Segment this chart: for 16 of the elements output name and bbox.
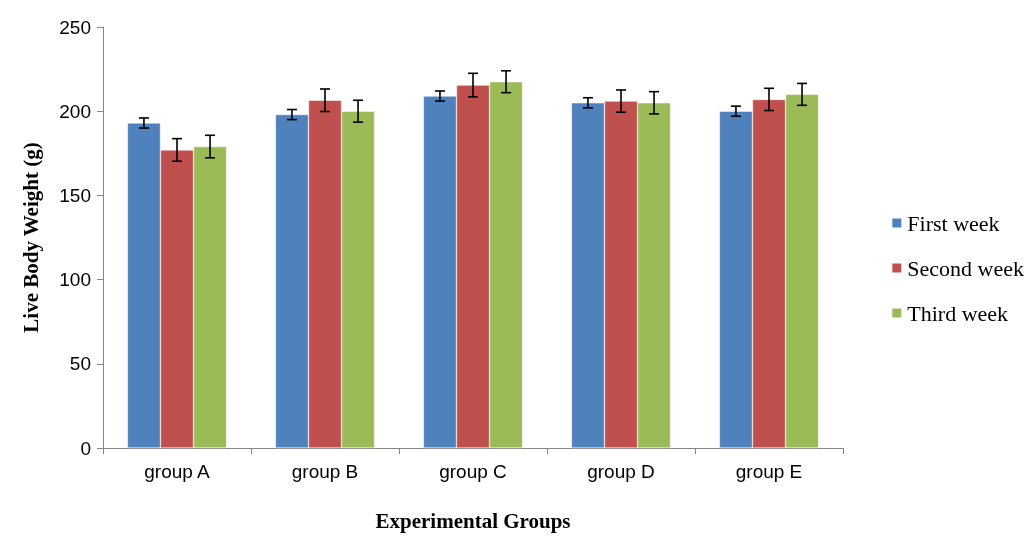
y-tick-label: 150 bbox=[59, 184, 91, 206]
y-tick-label: 50 bbox=[69, 353, 91, 375]
legend-label: Third week bbox=[907, 300, 1009, 326]
y-axis-title: Live Body Weight (g) bbox=[18, 142, 43, 333]
x-tick-label: group D bbox=[587, 461, 655, 482]
x-tick-label: group A bbox=[144, 461, 211, 482]
x-tick-label: group B bbox=[291, 461, 359, 482]
legend-label: First week bbox=[907, 210, 1000, 236]
x-tick-label: group C bbox=[439, 461, 507, 482]
y-tick-label: 0 bbox=[80, 437, 91, 459]
x-tick-label: group E bbox=[735, 461, 803, 482]
legend-label: Second week bbox=[907, 255, 1025, 281]
y-tick-label: 200 bbox=[59, 100, 91, 122]
y-tick-label: 100 bbox=[59, 269, 91, 291]
x-axis-title: Experimental Groups bbox=[375, 508, 571, 533]
y-tick-label: 250 bbox=[59, 16, 91, 38]
